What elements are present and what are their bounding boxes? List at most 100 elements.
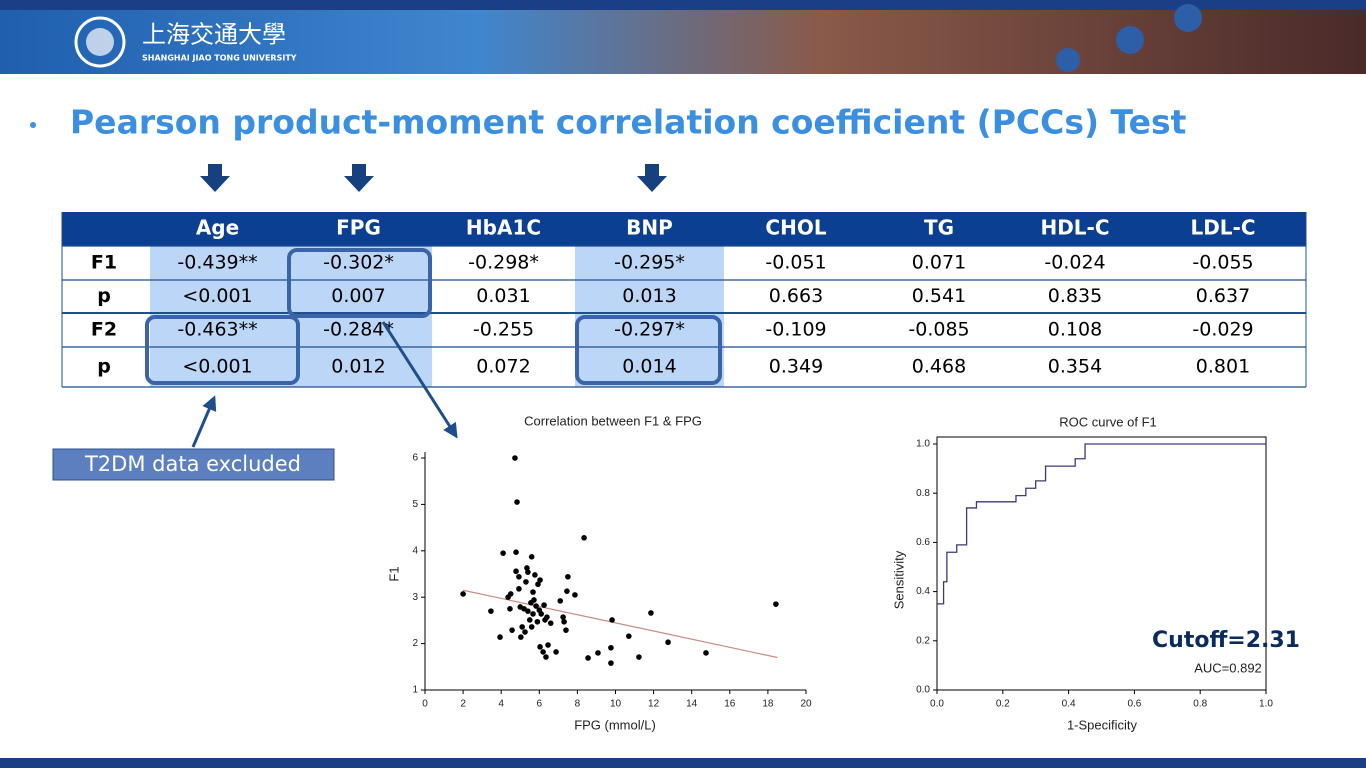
decor <box>1056 48 1080 72</box>
table-cell: 0.835 <box>1048 285 1102 307</box>
y-tick-label: 5 <box>412 499 418 510</box>
table-cell: -0.439** <box>177 252 257 274</box>
header-band <box>0 0 1366 10</box>
table-cell: 0.013 <box>622 285 676 307</box>
x-axis-label: 1-Specificity <box>1067 717 1138 732</box>
column-header: LDL-C <box>1190 216 1255 240</box>
point <box>524 565 530 571</box>
table-cell: -0.463** <box>177 319 257 341</box>
point <box>543 654 549 660</box>
table-cell: <0.001 <box>182 285 252 307</box>
point <box>516 586 522 592</box>
table-cell: -0.302* <box>323 252 394 274</box>
chart-title: ROC curve of F1 <box>1059 414 1157 429</box>
point <box>545 642 551 648</box>
table-cell: 0.468 <box>912 356 966 378</box>
table-cell: 0.349 <box>769 356 823 378</box>
point <box>512 455 518 461</box>
point <box>497 634 503 640</box>
table-cell: -0.298* <box>468 252 539 274</box>
x-tick-label: 1.0 <box>1259 699 1273 710</box>
column-header: CHOL <box>765 216 826 240</box>
x-tick-label: 0.8 <box>1193 699 1207 710</box>
x-tick-label: 0.4 <box>1062 699 1076 710</box>
table-cell: -0.295* <box>614 252 685 274</box>
point <box>531 597 537 603</box>
highlight-box <box>575 315 722 385</box>
table-cell: -0.284* <box>323 319 394 341</box>
column-header: Age <box>196 216 239 240</box>
point <box>518 634 524 640</box>
point <box>526 617 533 623</box>
point <box>561 618 567 625</box>
y-tick-label: 0.2 <box>916 635 930 646</box>
y-tick-label: 0.6 <box>916 537 930 548</box>
point <box>585 655 591 661</box>
callout-box <box>52 448 335 481</box>
x-tick-label: 8 <box>575 699 581 710</box>
point <box>525 569 531 575</box>
row-label: F2 <box>91 319 117 341</box>
point <box>509 627 515 633</box>
point <box>530 589 536 595</box>
point <box>516 573 522 580</box>
point <box>514 499 520 505</box>
cutoff-label: Cutoff=2.31 <box>1152 628 1300 653</box>
table-cell: 0.007 <box>331 285 385 307</box>
x-tick-label: 6 <box>537 699 543 710</box>
column-header: FPG <box>336 216 381 240</box>
highlight-box <box>287 248 432 318</box>
point <box>564 588 570 594</box>
point <box>460 591 466 597</box>
point <box>535 581 541 588</box>
row-label: F1 <box>91 252 117 274</box>
decor <box>1116 26 1144 54</box>
table-cell: 0.072 <box>476 356 530 378</box>
table-cell: -0.029 <box>1192 319 1253 341</box>
point <box>560 614 566 620</box>
table-cell: -0.297* <box>614 319 685 341</box>
point <box>533 603 539 609</box>
x-tick-label: 0.0 <box>930 699 944 710</box>
y-tick-label: 0.4 <box>916 586 930 597</box>
table-cell: 0.014 <box>622 356 676 378</box>
x-tick-label: 12 <box>648 699 660 710</box>
table-cell: 0.663 <box>769 285 823 307</box>
row-label: p <box>97 285 111 307</box>
point <box>563 627 569 633</box>
point <box>534 618 541 625</box>
table-cell: <0.001 <box>182 356 252 378</box>
point <box>500 550 506 556</box>
point <box>537 644 543 650</box>
slide-title: Pearson product-moment correlation coeff… <box>70 103 1187 142</box>
x-tick-label: 0 <box>422 699 428 710</box>
y-tick-label: 6 <box>412 453 418 464</box>
point <box>540 649 546 655</box>
y-tick-label: 1 <box>412 685 418 696</box>
logo <box>74 16 126 68</box>
table-cell: -0.085 <box>908 319 969 341</box>
x-tick-label: 10 <box>610 699 622 710</box>
point <box>530 611 536 617</box>
point <box>595 650 601 656</box>
point <box>626 633 632 639</box>
auc-label: AUC=0.892 <box>1194 660 1262 675</box>
column-header: HDL-C <box>1040 216 1109 240</box>
x-axis-label: FPG (mmol/L) <box>574 717 656 732</box>
row-label: p <box>97 356 111 378</box>
point <box>547 620 554 626</box>
fit-line <box>462 589 778 659</box>
point <box>648 610 654 616</box>
column-header: HbA1C <box>466 216 541 240</box>
plot-frame <box>936 436 1267 691</box>
column-header: BNP <box>626 216 673 240</box>
x-tick-label: 2 <box>460 699 466 710</box>
point <box>773 601 779 607</box>
y-tick-label: 3 <box>412 592 418 603</box>
point <box>553 649 559 655</box>
point <box>528 624 535 630</box>
x-tick-label: 0.2 <box>996 699 1010 710</box>
y-axis-label: Sensitivity <box>891 550 906 609</box>
point <box>581 535 587 541</box>
